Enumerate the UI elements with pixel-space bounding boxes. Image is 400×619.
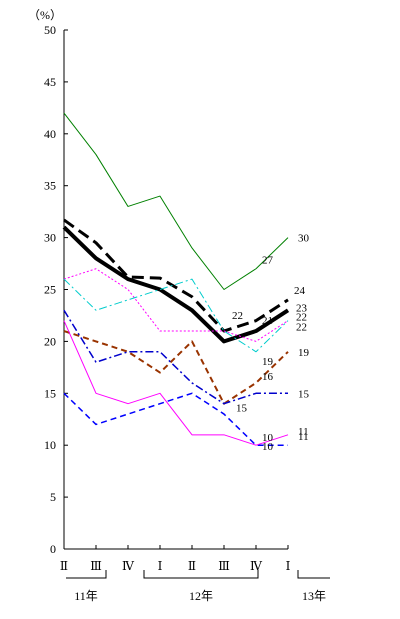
series-line-2 (63, 218, 289, 333)
x-tick-label: Ⅳ (250, 559, 263, 573)
y-unit-label: （%） (28, 8, 62, 22)
data-label: 30 (298, 233, 310, 245)
data-label: 10 (262, 432, 274, 444)
year-label: 12年 (189, 589, 213, 603)
series-line-6 (63, 330, 289, 405)
series-line-1 (63, 112, 289, 290)
data-label: 22 (296, 312, 307, 324)
y-tick-label: 20 (44, 334, 56, 348)
data-label: 27 (262, 255, 274, 267)
x-tick-label: Ⅲ (218, 559, 230, 573)
series-line-9 (63, 320, 289, 446)
y-tick-labels: 0 5 10 15 20 25 30 35 40 45 50 (44, 23, 56, 556)
y-tick-label: 35 (44, 179, 56, 193)
year-bracket (143, 570, 259, 579)
x-tick-label: Ⅰ (158, 559, 163, 573)
y-tick-label: 0 (50, 542, 56, 556)
series-lines (62, 112, 290, 446)
data-label: 11 (298, 431, 309, 443)
series-line-4 (63, 268, 289, 342)
data-label: 24 (294, 285, 306, 297)
year-bracket (66, 570, 107, 579)
data-label: 22 (232, 310, 243, 322)
data-label: 21 (262, 315, 273, 327)
series-line-3 (62, 225, 290, 344)
y-tick-label: 30 (44, 231, 56, 245)
x-tick-label: Ⅱ (188, 559, 196, 573)
x-tick-label: Ⅳ (122, 559, 135, 573)
data-label: 23 (296, 302, 308, 314)
x-tick-label: Ⅰ (286, 559, 291, 573)
series-line-5 (63, 278, 289, 353)
y-tick-label: 25 (44, 283, 56, 297)
data-label: 15 (298, 388, 310, 400)
data-label: 19 (262, 356, 274, 368)
y-tick-label: 40 (44, 127, 56, 141)
data-label: 16 (262, 371, 274, 383)
y-tick-label: 45 (44, 75, 56, 89)
axes (63, 29, 289, 550)
data-label: 22 (296, 322, 307, 334)
data-label: 15 (236, 403, 248, 415)
year-label: 11年 (74, 589, 98, 603)
year-brackets: 11年 12年 13年 (66, 570, 330, 603)
series-line-8 (63, 392, 288, 446)
data-label: 10 (262, 441, 274, 453)
data-label: 19 (298, 347, 310, 359)
year-label: 13年 (302, 589, 326, 603)
y-tick-label: 10 (44, 438, 56, 452)
x-tick-label: Ⅲ (90, 559, 102, 573)
x-tick-label: Ⅱ (60, 559, 68, 573)
series-line-7 (63, 309, 288, 405)
data-label: 11 (298, 426, 309, 438)
y-tick-label: 5 (50, 490, 56, 504)
y-tick-label: 50 (44, 23, 56, 37)
year-bracket (297, 570, 330, 579)
x-tick-labels: Ⅱ Ⅲ Ⅳ Ⅰ Ⅱ Ⅲ Ⅳ Ⅰ (60, 559, 291, 573)
y-tick-label: 15 (44, 386, 56, 400)
